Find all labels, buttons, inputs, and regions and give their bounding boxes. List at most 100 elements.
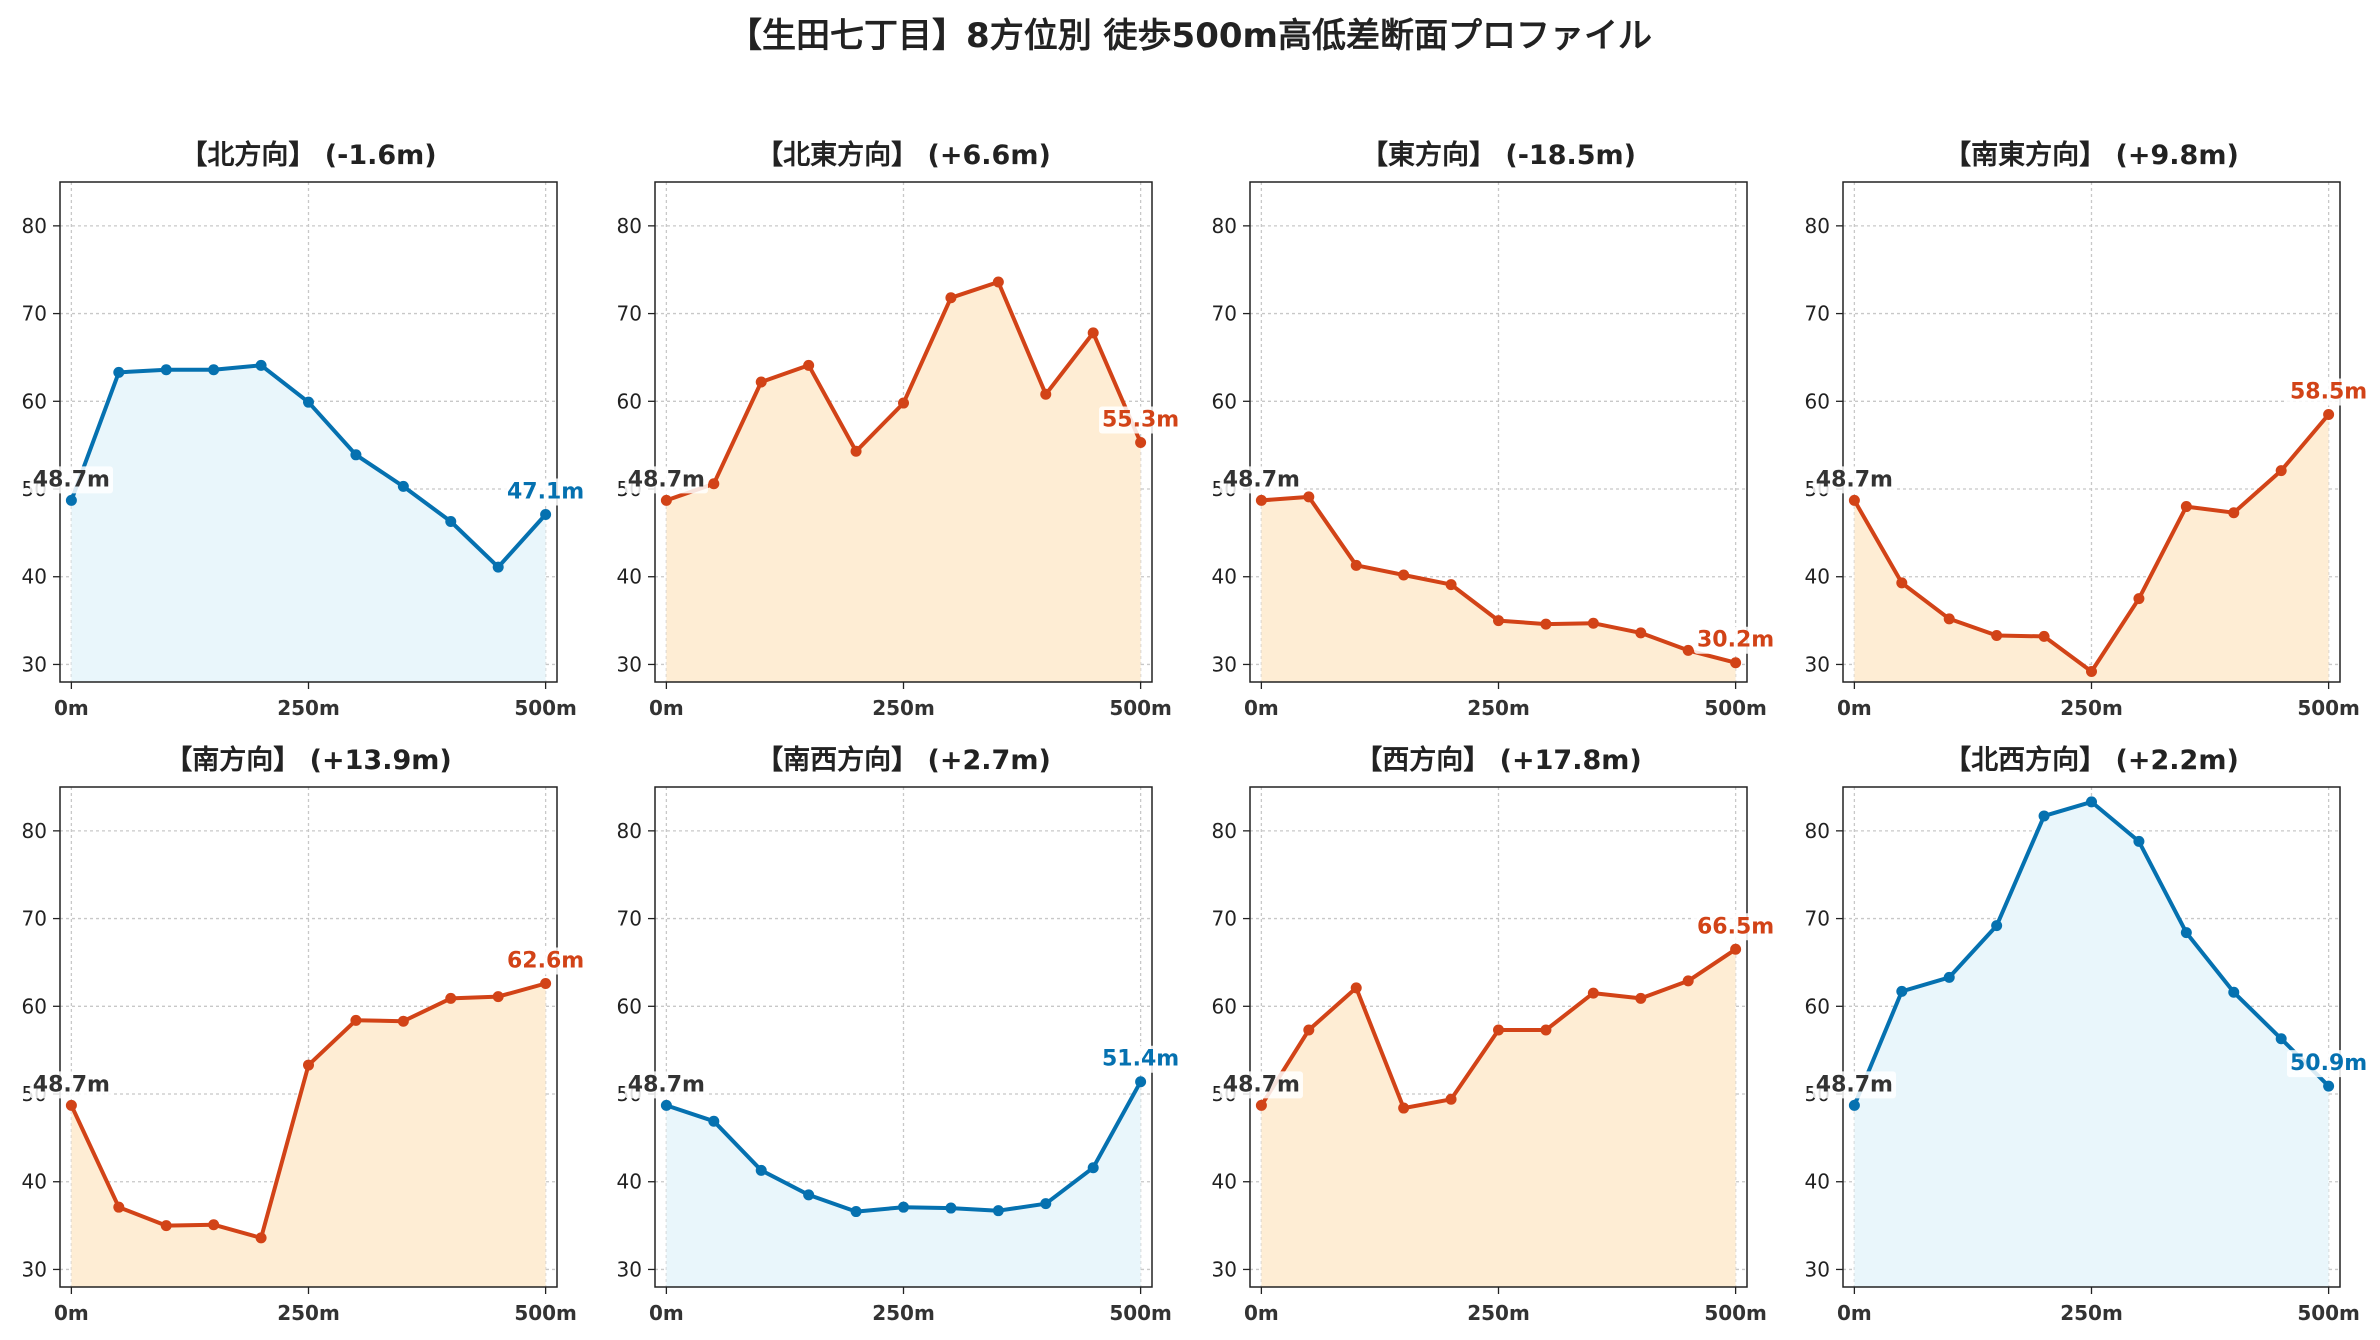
- x-tick-label: 250m: [1467, 1301, 1530, 1325]
- x-tick-label: 250m: [2060, 1301, 2123, 1325]
- data-point: [492, 561, 504, 573]
- chart-panel-3: 【南東方向】 (+9.8m)3040506070800m250m500m48.7…: [1805, 139, 2371, 720]
- data-point: [1991, 920, 2003, 932]
- data-point: [1303, 491, 1315, 503]
- data-point: [540, 508, 552, 520]
- y-tick-label: 60: [617, 389, 642, 413]
- end-elevation-label: 47.1m: [507, 479, 584, 504]
- data-point: [1303, 1024, 1315, 1036]
- data-point: [540, 977, 552, 989]
- y-tick-label: 80: [617, 819, 642, 843]
- start-elevation-label-box: [29, 466, 113, 494]
- y-tick-label: 30: [22, 1257, 47, 1281]
- y-tick-label: 40: [617, 565, 642, 589]
- chart-title: 【南方向】 (+13.9m): [165, 744, 451, 776]
- end-elevation-label: 66.5m: [1697, 914, 1774, 939]
- end-elevation-label-box: [1694, 626, 1778, 654]
- chart-panel-2: 【東方向】 (-18.5m)3040506070800m250m500m48.7…: [1212, 139, 1778, 720]
- end-elevation-label-box: [2287, 378, 2371, 406]
- y-tick-label: 30: [1805, 652, 1830, 676]
- data-point: [2228, 507, 2240, 519]
- y-tick-label: 70: [1805, 907, 1830, 931]
- data-point: [992, 1205, 1004, 1217]
- y-tick-label: 30: [617, 1257, 642, 1281]
- end-elevation-label-box: [1099, 1045, 1183, 1073]
- y-tick-label: 60: [1212, 389, 1237, 413]
- data-point: [1730, 657, 1742, 669]
- end-elevation-label-box: [1694, 913, 1778, 941]
- chart-title: 【北西方向】 (+2.2m): [1944, 744, 2239, 776]
- x-tick-label: 250m: [1467, 696, 1530, 720]
- data-point: [1398, 569, 1410, 581]
- plot-frame: [59, 786, 558, 1288]
- data-point: [1445, 1093, 1457, 1105]
- area-fill: [1854, 414, 2329, 682]
- data-point: [1255, 494, 1267, 506]
- data-point: [708, 478, 720, 490]
- area-fill: [71, 983, 546, 1287]
- data-point: [2323, 1080, 2335, 1092]
- chart-panel-7: 【北西方向】 (+2.2m)3040506070800m250m500m48.7…: [1805, 744, 2371, 1325]
- data-point: [397, 480, 409, 492]
- y-tick-label: 80: [22, 214, 47, 238]
- start-elevation-label: 48.7m: [1223, 467, 1300, 492]
- start-elevation-label: 48.7m: [628, 1072, 705, 1097]
- data-point: [1896, 985, 1908, 997]
- plot-frame: [1842, 786, 2341, 1288]
- data-point: [1943, 613, 1955, 625]
- y-tick-label: 30: [1805, 1257, 1830, 1281]
- area-fill: [1261, 496, 1736, 682]
- end-elevation-label-box: [1099, 406, 1183, 434]
- data-point: [2180, 501, 2192, 513]
- data-point: [160, 1220, 172, 1232]
- chart-title: 【東方向】 (-18.5m): [1361, 139, 1636, 171]
- plot-frame: [654, 786, 1153, 1288]
- y-tick-label: 60: [1212, 994, 1237, 1018]
- y-tick-label: 30: [22, 652, 47, 676]
- x-tick-label: 250m: [277, 696, 340, 720]
- data-point: [1398, 1102, 1410, 1114]
- x-tick-label: 500m: [1704, 1301, 1767, 1325]
- area-fill: [1854, 801, 2329, 1287]
- data-point: [1135, 437, 1147, 449]
- y-tick-label: 60: [22, 389, 47, 413]
- data-point: [708, 1115, 720, 1127]
- data-point: [1040, 1198, 1052, 1210]
- data-point: [445, 992, 457, 1004]
- data-point: [1087, 1162, 1099, 1174]
- data-point: [898, 397, 909, 409]
- x-tick-label: 500m: [514, 1301, 577, 1325]
- start-elevation-label-box: [1812, 1071, 1896, 1099]
- y-tick-label: 40: [1805, 1170, 1830, 1194]
- y-tick-label: 40: [22, 565, 47, 589]
- x-tick-label: 250m: [277, 1301, 340, 1325]
- end-elevation-label: 62.6m: [507, 948, 584, 973]
- data-point: [660, 494, 672, 506]
- data-point: [2038, 810, 2050, 822]
- y-tick-label: 40: [1805, 565, 1830, 589]
- y-tick-label: 40: [1212, 1170, 1237, 1194]
- y-tick-label: 80: [1212, 214, 1237, 238]
- data-point: [2180, 927, 2192, 939]
- start-elevation-label: 48.7m: [1816, 467, 1893, 492]
- chart-panel-1: 【北東方向】 (+6.6m)3040506070800m250m500m48.7…: [617, 139, 1183, 720]
- plot-frame: [1249, 181, 1748, 683]
- data-point: [1896, 577, 1908, 589]
- y-tick-label: 60: [1805, 994, 1830, 1018]
- end-elevation-label-box: [504, 478, 588, 506]
- data-point: [850, 1206, 862, 1218]
- data-point: [1730, 943, 1742, 955]
- data-point: [1350, 982, 1362, 994]
- area-fill: [71, 365, 546, 682]
- area-fill: [666, 282, 1141, 682]
- end-elevation-label-box: [2287, 1050, 2371, 1078]
- x-tick-label: 0m: [649, 1301, 684, 1325]
- y-tick-label: 60: [1805, 389, 1830, 413]
- x-tick-label: 500m: [514, 696, 577, 720]
- x-tick-label: 500m: [1704, 696, 1767, 720]
- x-tick-label: 250m: [872, 1301, 935, 1325]
- chart-title: 【南西方向】 (+2.7m): [756, 744, 1051, 776]
- y-tick-label: 70: [1805, 302, 1830, 326]
- start-elevation-label: 48.7m: [33, 467, 110, 492]
- y-tick-label: 40: [1212, 565, 1237, 589]
